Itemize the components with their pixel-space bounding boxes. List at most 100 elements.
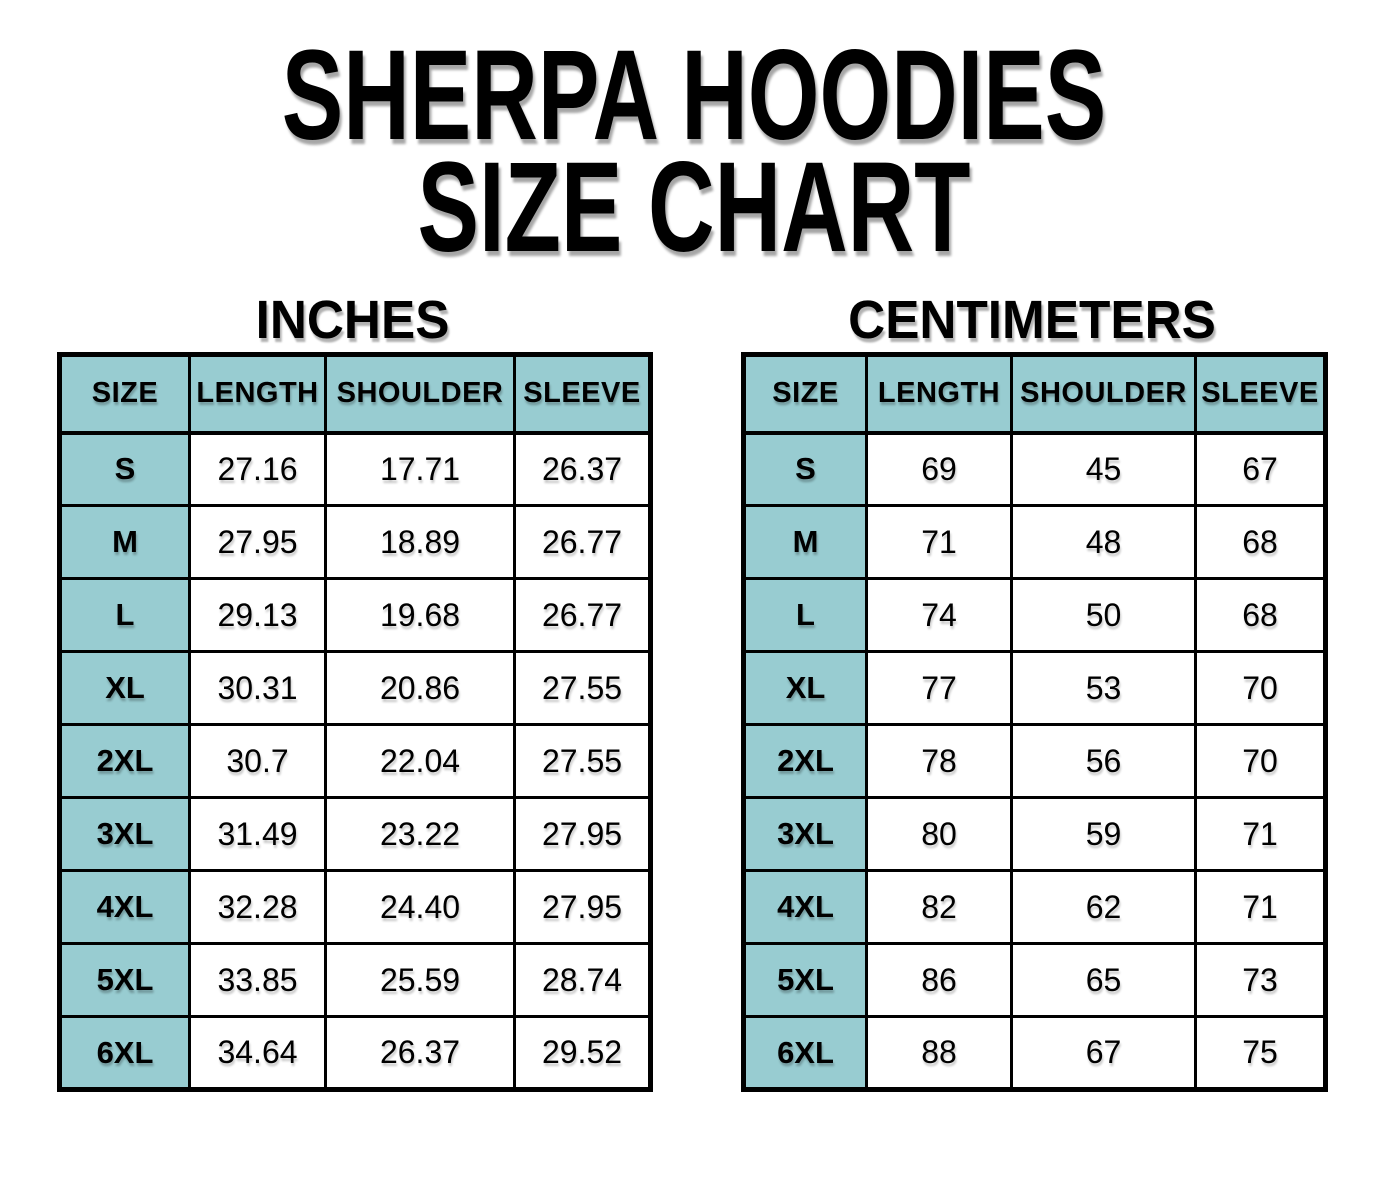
sleeve-value: 26.37	[513, 431, 652, 507]
sleeve-value: 75	[1194, 1015, 1327, 1091]
size-column-header: SIZE	[742, 353, 868, 435]
length-value: 71	[865, 504, 1013, 580]
shoulder-value: 62	[1010, 869, 1197, 945]
shoulder-value: 24.40	[324, 869, 516, 945]
length-value: 30.7	[188, 723, 327, 799]
sleeve-value: 27.55	[513, 723, 652, 799]
sleeve-value: 26.77	[513, 577, 652, 653]
shoulder-value: 67	[1010, 1015, 1197, 1091]
shoulder-value: 18.89	[324, 504, 516, 580]
length-value: 82	[865, 869, 1013, 945]
size-column-header: SIZE	[58, 353, 191, 435]
table-row: 3XL 80 59 71	[742, 796, 1327, 872]
size-row-label: S	[742, 431, 868, 507]
table-row: 2XL 30.7 22.04 27.55	[58, 723, 652, 799]
size-row-label: 5XL	[742, 942, 868, 1018]
sleeve-column-header: SLEEVE	[1194, 353, 1327, 435]
table-row: 6XL 88 67 75	[742, 1015, 1327, 1091]
table-row: 3XL 31.49 23.22 27.95	[58, 796, 652, 872]
sleeve-value: 67	[1194, 431, 1327, 507]
length-value: 32.28	[188, 869, 327, 945]
page-title-line2: SIZE CHART	[417, 136, 971, 279]
length-value: 31.49	[188, 796, 327, 872]
table-row: 6XL 34.64 26.37 29.52	[58, 1015, 652, 1091]
length-value: 78	[865, 723, 1013, 799]
size-row-label: L	[742, 577, 868, 653]
sleeve-value: 68	[1194, 577, 1327, 653]
size-row-label: 2XL	[742, 723, 868, 799]
shoulder-value: 53	[1010, 650, 1197, 726]
size-row-label: 4XL	[742, 869, 868, 945]
length-value: 77	[865, 650, 1013, 726]
sleeve-value: 71	[1194, 869, 1327, 945]
table-row: S 69 45 67	[742, 431, 1327, 507]
size-row-label: 2XL	[58, 723, 191, 799]
sleeve-value: 71	[1194, 796, 1327, 872]
shoulder-value: 56	[1010, 723, 1197, 799]
size-row-label: XL	[742, 650, 868, 726]
size-row-label: 4XL	[58, 869, 191, 945]
size-row-label: XL	[58, 650, 191, 726]
table-row: XL 30.31 20.86 27.55	[58, 650, 652, 726]
header-cell-fill	[517, 358, 648, 429]
length-value: 74	[865, 577, 1013, 653]
sleeve-value: 27.95	[513, 869, 652, 945]
shoulder-value: 20.86	[324, 650, 516, 726]
size-row-label: 6XL	[58, 1015, 191, 1091]
length-value: 34.64	[188, 1015, 327, 1091]
sleeve-value: 29.52	[513, 1015, 652, 1091]
size-row-label: 6XL	[742, 1015, 868, 1091]
sleeve-value: 27.55	[513, 650, 652, 726]
length-value: 88	[865, 1015, 1013, 1091]
sleeve-value: 26.77	[513, 504, 652, 580]
shoulder-column-header: SHOULDER	[324, 353, 516, 435]
shoulder-value: 17.71	[324, 431, 516, 507]
centimeters-size-table: SIZE LENGTH SHOULDER SLEEVE S 69 45 67 M…	[741, 352, 1328, 1092]
length-value: 33.85	[188, 942, 327, 1018]
table-row: M 27.95 18.89 26.77	[58, 504, 652, 580]
length-value: 29.13	[188, 577, 327, 653]
shoulder-value: 59	[1010, 796, 1197, 872]
inches-size-table: SIZE LENGTH SHOULDER SLEEVE S 27.16 17.7…	[57, 352, 653, 1092]
size-row-label: 3XL	[58, 796, 191, 872]
sleeve-value: 68	[1194, 504, 1327, 580]
size-row-label: L	[58, 577, 191, 653]
shoulder-value: 19.68	[324, 577, 516, 653]
size-row-label: 3XL	[742, 796, 868, 872]
length-value: 69	[865, 431, 1013, 507]
sleeve-value: 70	[1194, 723, 1327, 799]
sleeve-column-header: SLEEVE	[513, 353, 652, 435]
length-column-header: LENGTH	[188, 353, 327, 435]
shoulder-value: 26.37	[324, 1015, 516, 1091]
size-row-label: 5XL	[58, 942, 191, 1018]
length-value: 80	[865, 796, 1013, 872]
table-row: L 74 50 68	[742, 577, 1327, 653]
sleeve-value: 70	[1194, 650, 1327, 726]
page-title: SHERPA HOODIES SIZE CHART	[194, 24, 1193, 279]
shoulder-value: 22.04	[324, 723, 516, 799]
sleeve-value: 73	[1194, 942, 1327, 1018]
table-header-row: SIZE LENGTH SHOULDER SLEEVE	[742, 353, 1327, 435]
size-row-label: M	[742, 504, 868, 580]
shoulder-value: 65	[1010, 942, 1197, 1018]
size-row-label: S	[58, 431, 191, 507]
sleeve-value: 28.74	[513, 942, 652, 1018]
table-row: S 27.16 17.71 26.37	[58, 431, 652, 507]
shoulder-value: 50	[1010, 577, 1197, 653]
page-title-line1: SHERPA HOODIES	[281, 24, 1107, 167]
shoulder-value: 23.22	[324, 796, 516, 872]
table-row: 2XL 78 56 70	[742, 723, 1327, 799]
sleeve-value: 27.95	[513, 796, 652, 872]
table-row: L 29.13 19.68 26.77	[58, 577, 652, 653]
centimeters-table-heading: CENTIMETERS	[848, 290, 1216, 350]
size-row-label: M	[58, 504, 191, 580]
shoulder-value: 25.59	[324, 942, 516, 1018]
table-row: 4XL 82 62 71	[742, 869, 1327, 945]
table-row: 5XL 33.85 25.59 28.74	[58, 942, 652, 1018]
table-row: 5XL 86 65 73	[742, 942, 1327, 1018]
header-cell-fill	[1198, 358, 1323, 429]
length-value: 30.31	[188, 650, 327, 726]
length-value: 86	[865, 942, 1013, 1018]
table-header-row: SIZE LENGTH SHOULDER SLEEVE	[58, 353, 652, 435]
